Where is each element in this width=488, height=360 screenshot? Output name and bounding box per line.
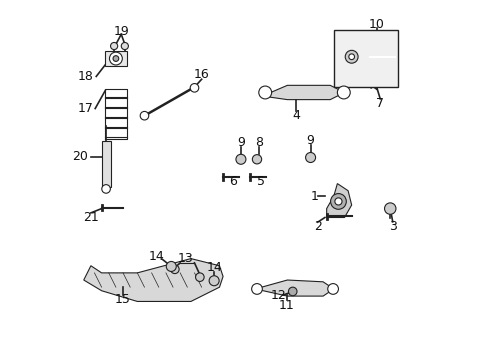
Circle shape <box>258 86 271 99</box>
Polygon shape <box>326 184 351 217</box>
Text: 20: 20 <box>72 150 88 163</box>
Text: 10: 10 <box>368 18 384 31</box>
Circle shape <box>166 261 176 271</box>
Text: 8: 8 <box>254 136 262 149</box>
Circle shape <box>330 194 346 209</box>
Circle shape <box>327 284 338 294</box>
Circle shape <box>110 42 118 50</box>
Text: 18: 18 <box>78 70 93 83</box>
Circle shape <box>288 287 296 296</box>
Circle shape <box>345 50 357 63</box>
Circle shape <box>209 276 219 286</box>
Circle shape <box>251 284 262 294</box>
Circle shape <box>109 52 122 65</box>
Polygon shape <box>105 51 126 66</box>
Text: 5: 5 <box>256 175 264 188</box>
Text: 4: 4 <box>292 109 300 122</box>
Text: 14: 14 <box>149 250 164 263</box>
Text: 2: 2 <box>313 220 321 233</box>
Circle shape <box>235 154 245 164</box>
Circle shape <box>121 42 128 50</box>
Circle shape <box>195 273 203 282</box>
Text: 21: 21 <box>83 211 99 224</box>
Circle shape <box>252 155 261 164</box>
Circle shape <box>140 111 148 120</box>
Polygon shape <box>255 280 333 296</box>
Circle shape <box>190 84 198 92</box>
Bar <box>333 30 397 87</box>
Text: 15: 15 <box>115 293 131 306</box>
Circle shape <box>102 185 110 193</box>
Text: 7: 7 <box>375 97 384 110</box>
Circle shape <box>384 203 395 214</box>
Polygon shape <box>262 85 344 100</box>
Circle shape <box>348 54 354 60</box>
Text: 17: 17 <box>78 102 93 115</box>
Text: 14: 14 <box>206 261 222 274</box>
Circle shape <box>337 86 349 99</box>
Circle shape <box>334 198 341 205</box>
Polygon shape <box>83 258 223 301</box>
Circle shape <box>170 265 179 274</box>
Circle shape <box>305 153 315 162</box>
Bar <box>102 141 110 187</box>
Text: 11: 11 <box>278 298 294 311</box>
Text: 6: 6 <box>229 175 237 188</box>
Text: 12: 12 <box>270 288 286 302</box>
Circle shape <box>113 56 119 62</box>
Text: 1: 1 <box>309 190 318 203</box>
Text: 9: 9 <box>237 136 244 149</box>
Text: 19: 19 <box>113 25 129 38</box>
Text: 9: 9 <box>306 134 314 147</box>
Text: 3: 3 <box>388 220 396 233</box>
Text: 16: 16 <box>193 68 209 81</box>
Text: 13: 13 <box>177 252 193 265</box>
